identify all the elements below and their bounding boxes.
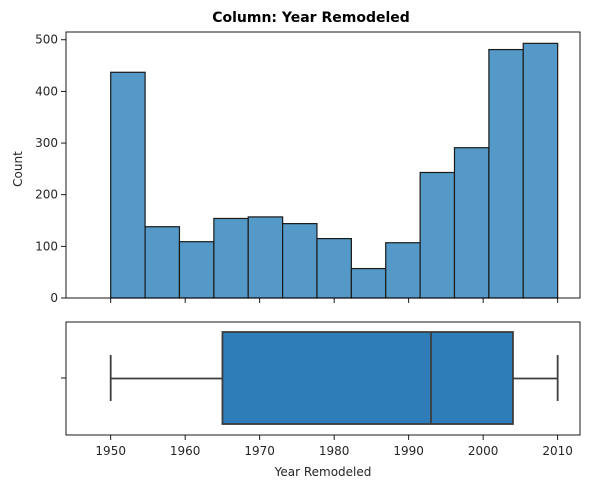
y-tick-label: 400	[35, 84, 58, 98]
y-tick-label: 300	[35, 136, 58, 150]
y-tick-label: 200	[35, 188, 58, 202]
histogram-bar	[110, 71, 146, 299]
histogram-bar	[247, 216, 284, 299]
y-tick-label: 100	[35, 239, 58, 253]
boxplot-elements	[109, 331, 559, 425]
iqr-box	[221, 331, 514, 425]
y-tick-label: 500	[35, 33, 58, 47]
x-tick-label: 1990	[393, 444, 424, 458]
histogram-bar	[350, 267, 387, 299]
boxplot-frame	[65, 321, 581, 436]
histogram-bar	[282, 223, 318, 299]
histogram-frame	[65, 31, 581, 299]
boxplot-panel: 1950 1960 1970 1980 1990 2000 2010 Year Remode…	[61, 321, 581, 479]
histogram-bar	[144, 226, 181, 299]
histogram-bar	[522, 42, 559, 299]
y-tick-label: 0	[50, 291, 58, 305]
x-tick-label: 1950	[95, 444, 126, 458]
x-axis-label: Year Remodeled	[274, 465, 372, 479]
histogram-x-ticks	[110, 298, 559, 303]
histogram-bar	[419, 171, 456, 299]
histogram-bar	[453, 147, 490, 299]
histogram-bar	[385, 242, 421, 299]
histogram-bar	[178, 241, 215, 299]
histogram-bar	[488, 48, 524, 299]
histogram-bar	[213, 217, 249, 299]
x-tick-label: 1960	[170, 444, 201, 458]
x-tick-label: 1970	[244, 444, 275, 458]
histogram-panel: Column: Year Remodeled Count 0 100 200 300 4…	[11, 10, 581, 305]
x-tick-label: 2000	[468, 444, 499, 458]
x-tick-label: 2010	[542, 444, 573, 458]
histogram-bars	[110, 42, 559, 299]
y-axis-label: Count	[11, 151, 25, 187]
histogram-y-ticks: 0 100 200 300 400 500	[35, 33, 66, 305]
x-tick-label: 1980	[319, 444, 350, 458]
chart-title: Column: Year Remodeled	[212, 10, 410, 26]
boxplot-x-ticks: 1950 1960 1970 1980 1990 2000 2010	[95, 435, 573, 458]
histogram-bar	[316, 238, 352, 299]
